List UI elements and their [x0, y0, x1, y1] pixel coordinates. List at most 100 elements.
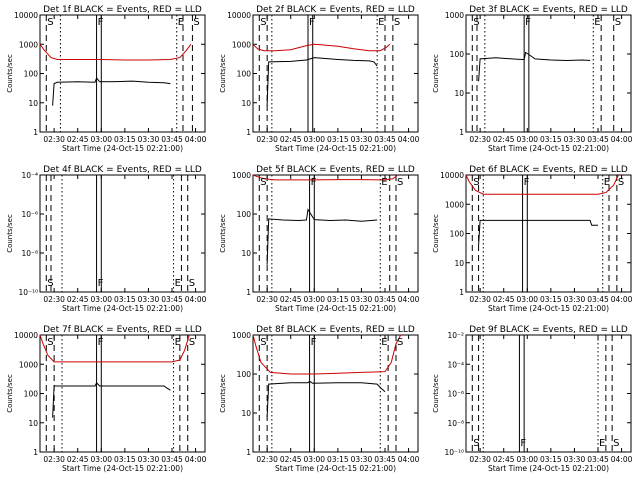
- x-tick-label: 03:45: [374, 135, 396, 144]
- y-axis-label: Counts/sec: [6, 54, 14, 93]
- x-tick-label: 03:45: [587, 295, 609, 304]
- y-tick-label: 1: [246, 288, 251, 297]
- y-tick-label: 100: [237, 210, 252, 219]
- time-marker-label: E: [175, 278, 181, 289]
- x-tick-label: 04:00: [611, 455, 633, 464]
- y-tick-label: 10⁻¹⁰: [444, 448, 464, 457]
- time-marker-label: E: [178, 17, 184, 28]
- time-marker-label: S: [618, 177, 624, 188]
- x-tick-label: 03:00: [516, 295, 538, 304]
- x-tick-label: 03:00: [90, 455, 112, 464]
- x-tick-label: 03:45: [587, 135, 609, 144]
- x-tick-label: 03:45: [587, 455, 609, 464]
- chart-panel: Det 3f BLACK = Events, RED = LLD 1 10 100 10…: [432, 5, 633, 153]
- y-tick-label: 100: [450, 50, 465, 59]
- time-marker-label: S: [397, 177, 403, 188]
- plot-frame: [39, 174, 206, 293]
- y-tick-label: 100: [24, 390, 39, 399]
- chart-panel: Det 7f BLACK = Events, RED = LLD 1 10 100 10…: [6, 325, 207, 473]
- time-marker-label: S: [615, 17, 621, 28]
- lld-series-line: [252, 43, 391, 52]
- chart-title: Det 6f BLACK = Events, RED = LLD: [469, 165, 628, 175]
- x-axis-label: Start Time (24-Oct-15 02:21:00): [488, 464, 609, 473]
- plot-frame: [252, 14, 419, 133]
- x-tick-label: 03:15: [114, 455, 136, 464]
- events-series-line: [266, 380, 386, 417]
- time-marker-label: S: [47, 278, 53, 289]
- x-tick-label: 04:00: [398, 455, 420, 464]
- x-tick-label: 02:45: [67, 295, 89, 304]
- x-axis-label: Start Time (24-Oct-15 02:21:00): [488, 144, 609, 153]
- x-tick-label: 04:00: [185, 455, 207, 464]
- y-tick-label: 10: [28, 419, 38, 428]
- plot-frame: [39, 334, 206, 453]
- y-tick-label: 10: [241, 409, 251, 418]
- time-marker-label: F: [311, 337, 317, 348]
- x-tick-label: 03:30: [564, 295, 586, 304]
- y-tick-label: 10⁻⁴: [21, 171, 38, 180]
- x-tick-label: 04:00: [611, 295, 633, 304]
- y-tick-label: 10000: [14, 11, 38, 20]
- y-axis-label: Counts/sec: [219, 54, 227, 93]
- time-marker-label: S: [397, 337, 403, 348]
- time-marker-label: F: [520, 438, 526, 449]
- time-marker-label: S: [260, 17, 266, 28]
- y-axis-label: Counts/sec: [219, 214, 227, 253]
- y-tick-label: 1000: [19, 360, 38, 369]
- time-marker-label: S: [189, 337, 195, 348]
- x-axis-label: Start Time (24-Oct-15 02:21:00): [275, 464, 396, 473]
- time-marker-label: E: [381, 337, 387, 348]
- y-tick-label: 1000: [445, 11, 464, 20]
- x-tick-label: 03:00: [90, 135, 112, 144]
- y-tick-label: 1: [246, 448, 251, 457]
- x-tick-label: 03:00: [516, 135, 538, 144]
- x-tick-label: 04:00: [185, 295, 207, 304]
- chart-title: Det 4f BLACK = Events, RED = LLD: [43, 165, 202, 175]
- x-tick-label: 03:45: [161, 135, 183, 144]
- time-marker-label: E: [175, 337, 181, 348]
- x-tick-label: 02:45: [493, 135, 515, 144]
- y-tick-label: 1000: [232, 40, 251, 49]
- time-marker-label: F: [309, 17, 315, 28]
- time-marker-label: E: [378, 17, 384, 28]
- x-tick-label: 02:30: [256, 295, 278, 304]
- chart-panel: Det 9f BLACK = Events, RED = LLD 10⁻¹⁰ 10⁻…: [432, 325, 633, 473]
- chart-title: Det 2f BLACK = Events, RED = LLD: [256, 5, 415, 15]
- lld-series-line: [465, 174, 619, 195]
- y-tick-label: 10000: [440, 171, 464, 180]
- chart-title: Det 3f BLACK = Events, RED = LLD: [469, 5, 628, 15]
- y-tick-label: 100: [237, 370, 252, 379]
- chart-panel: Det 5f BLACK = Events, RED = LLD 1 10 100 10…: [219, 165, 420, 313]
- x-tick-label: 03:00: [303, 455, 325, 464]
- y-axis-label: Counts/sec: [219, 374, 227, 413]
- x-tick-label: 03:15: [114, 135, 136, 144]
- x-tick-label: 02:45: [280, 135, 302, 144]
- y-tick-label: 10: [454, 89, 464, 98]
- y-tick-label: 10⁻⁶: [447, 390, 464, 399]
- chart-panel: Det 6f BLACK = Events, RED = LLD 1 10 100 10…: [432, 165, 633, 313]
- time-marker-label: F: [98, 278, 104, 289]
- events-series-line: [52, 77, 171, 106]
- plot-frame: [252, 174, 419, 293]
- x-tick-label: 02:30: [256, 455, 278, 464]
- time-marker-label: S: [260, 177, 266, 188]
- chart-title: Det 8f BLACK = Events, RED = LLD: [256, 325, 415, 335]
- y-tick-label: 1: [33, 128, 38, 137]
- time-marker-label: S: [613, 438, 619, 449]
- y-tick-label: 100: [24, 70, 39, 79]
- y-tick-label: 10⁻¹⁰: [18, 288, 38, 297]
- time-marker-label: S: [193, 17, 199, 28]
- time-marker-label: S: [47, 17, 53, 28]
- x-tick-label: 03:30: [564, 135, 586, 144]
- time-marker-label: F: [524, 177, 530, 188]
- chart-title: Det 1f BLACK = Events, RED = LLD: [43, 5, 202, 15]
- x-tick-label: 02:45: [67, 455, 89, 464]
- chart-title: Det 7f BLACK = Events, RED = LLD: [43, 325, 202, 335]
- time-marker-label: E: [381, 177, 387, 188]
- x-tick-label: 03:30: [138, 295, 160, 304]
- y-tick-label: 10: [28, 99, 38, 108]
- y-tick-label: 10⁻⁸: [21, 249, 38, 258]
- x-tick-label: 03:00: [90, 295, 112, 304]
- x-tick-label: 03:15: [327, 135, 349, 144]
- events-series-line: [266, 57, 378, 106]
